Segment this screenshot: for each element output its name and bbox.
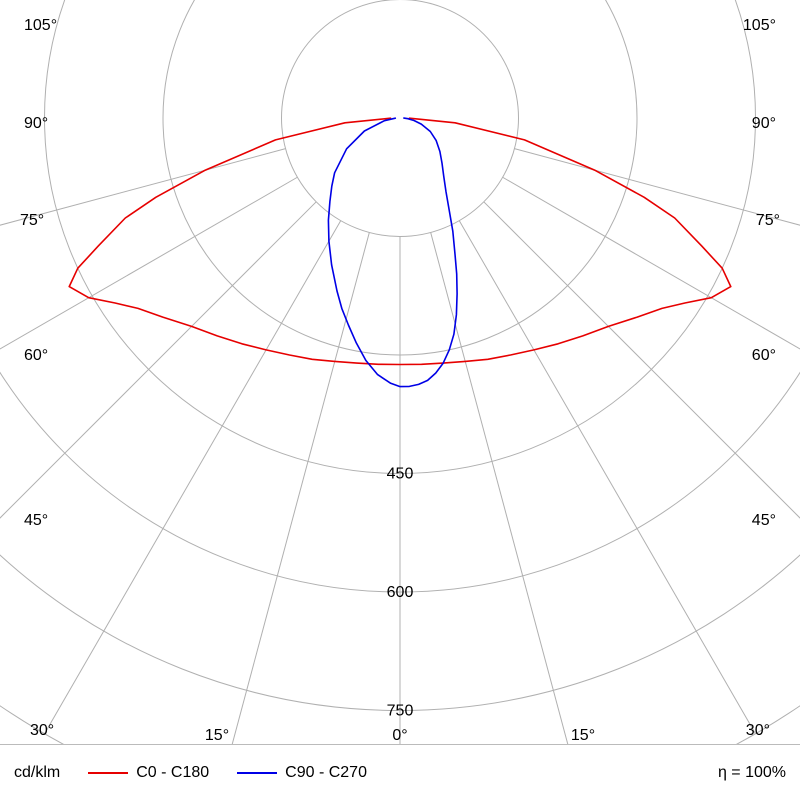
svg-text:30°: 30° xyxy=(746,722,770,739)
chart-svg: 450 600 750 105° 90° 75° 60° 45° 30° 105° 90° 75° 60… xyxy=(0,0,800,800)
svg-text:75°: 75° xyxy=(20,212,44,229)
svg-text:750: 750 xyxy=(387,703,414,720)
svg-text:105°: 105° xyxy=(743,17,776,34)
svg-text:105°: 105° xyxy=(24,17,57,34)
legend-swatch-c0 xyxy=(88,772,128,774)
legend: cd/klm C0 - C180 C90 - C270 η = 100% xyxy=(0,744,800,800)
legend-eta: η = 100% xyxy=(718,764,786,782)
svg-text:90°: 90° xyxy=(24,115,48,132)
legend-label-c0: C0 - C180 xyxy=(136,764,209,782)
svg-text:600: 600 xyxy=(387,584,414,601)
svg-text:15°: 15° xyxy=(571,727,595,744)
svg-text:60°: 60° xyxy=(752,347,776,364)
svg-text:30°: 30° xyxy=(30,722,54,739)
legend-item-c90: C90 - C270 xyxy=(237,764,367,782)
svg-text:45°: 45° xyxy=(752,512,776,529)
legend-swatch-c90 xyxy=(237,772,277,774)
legend-label-c90: C90 - C270 xyxy=(285,764,367,782)
svg-text:60°: 60° xyxy=(24,347,48,364)
svg-text:0°: 0° xyxy=(392,727,407,744)
svg-text:45°: 45° xyxy=(24,512,48,529)
svg-text:90°: 90° xyxy=(752,115,776,132)
legend-unit: cd/klm xyxy=(14,764,60,782)
svg-text:15°: 15° xyxy=(205,727,229,744)
svg-text:75°: 75° xyxy=(756,212,780,229)
svg-text:450: 450 xyxy=(387,466,414,483)
polar-chart: 450 600 750 105° 90° 75° 60° 45° 30° 105° 90° 75° 60… xyxy=(0,0,800,800)
legend-item-c0: C0 - C180 xyxy=(88,764,209,782)
